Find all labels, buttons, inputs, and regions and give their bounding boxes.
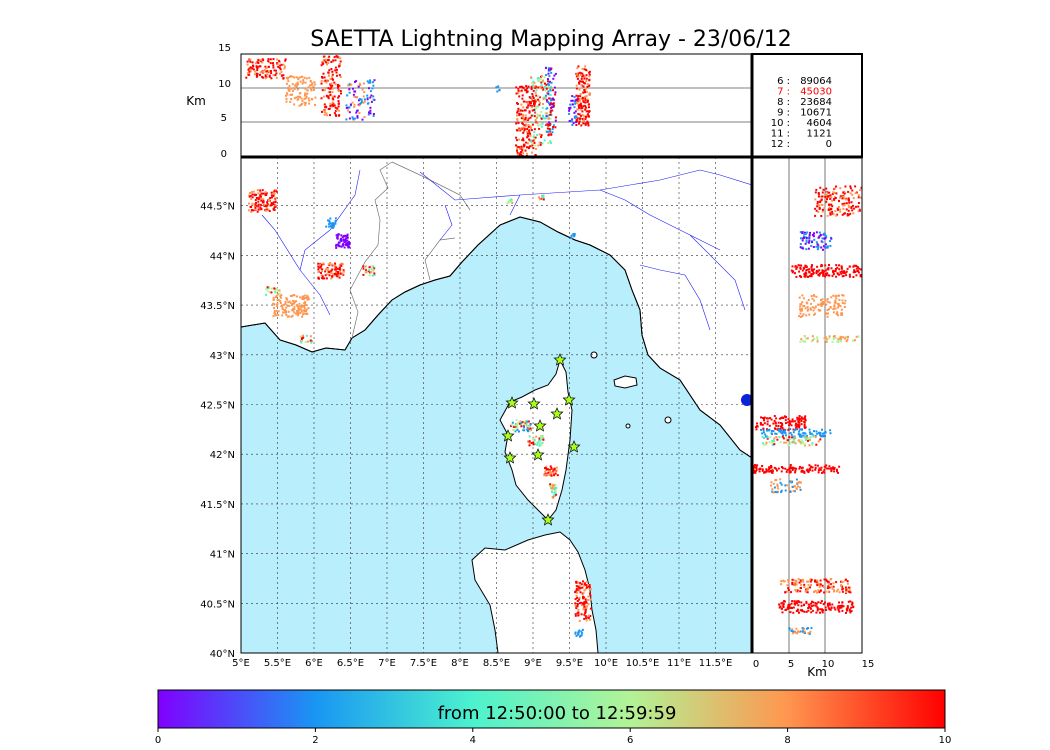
corsica-island xyxy=(499,358,573,521)
station-star-icon xyxy=(541,513,555,526)
lon-tick-label: 7°E xyxy=(378,658,396,669)
river xyxy=(261,169,752,331)
top-ylabel: Km xyxy=(186,94,206,108)
station-star-icon xyxy=(531,448,545,461)
count-value: 1121 xyxy=(807,129,832,140)
lat-tick-label: 44°N xyxy=(210,251,235,262)
count-value: 4604 xyxy=(807,118,832,129)
lat-tick-label: 44.5°N xyxy=(200,202,235,213)
colorbar-tick-label: 6 xyxy=(627,735,633,746)
radar-marker xyxy=(741,394,752,406)
panel-frames xyxy=(240,53,863,654)
small-island xyxy=(664,416,672,424)
station-star-icon xyxy=(503,451,517,464)
count-label: 12 : xyxy=(771,139,790,150)
lon-tick-label: 9°E xyxy=(524,658,542,669)
lat-tick-label: 43°N xyxy=(210,351,235,362)
colorbar-time-range: from 12:50:00 to 12:59:59 xyxy=(438,703,677,724)
map-lightning-sources xyxy=(248,189,592,638)
count-value: 23684 xyxy=(800,97,832,108)
right-lightning-sources xyxy=(752,185,862,635)
right-xtick-5: 5 xyxy=(788,659,794,670)
colorbar-tick-label: 8 xyxy=(784,735,790,746)
count-value: 10671 xyxy=(800,108,832,119)
top-ytick-10: 10 xyxy=(218,79,231,90)
sardinia-island xyxy=(471,531,599,653)
count-label: 7 : xyxy=(777,87,790,98)
altitude-longitude-panel xyxy=(241,54,752,157)
lon-tick-label: 10.5°E xyxy=(626,658,660,669)
count-value: 89064 xyxy=(800,76,832,87)
right-xtick-10: 10 xyxy=(822,659,835,670)
count-label: 11 : xyxy=(771,129,790,140)
count-value: 0 xyxy=(826,139,832,150)
colorbar-tick-label: 0 xyxy=(155,735,161,746)
lon-tick-label: 9.5°E xyxy=(556,658,583,669)
top-ytick-5: 5 xyxy=(221,113,227,124)
map-panel xyxy=(241,157,752,653)
top-lightning-sources xyxy=(245,55,591,157)
lon-tick-label: 11.5°E xyxy=(699,658,733,669)
lon-tick-label: 6°E xyxy=(305,658,323,669)
top-ytick-15: 15 xyxy=(218,43,231,54)
right-xtick-0: 0 xyxy=(753,659,759,670)
lat-tick-label: 40.5°N xyxy=(200,599,235,610)
elba-island xyxy=(613,375,638,389)
lon-tick-label: 11°E xyxy=(667,658,691,669)
colorbar-tick-label: 10 xyxy=(939,735,952,746)
colorbar-tick-label: 4 xyxy=(470,735,476,746)
station-star-icon xyxy=(533,419,547,432)
lat-tick-label: 42°N xyxy=(210,450,235,461)
coastline xyxy=(241,216,752,459)
station-star-icon xyxy=(562,393,576,406)
count-value: 45030 xyxy=(800,87,832,98)
lat-tick-label: 43.5°N xyxy=(200,301,235,312)
colorbar: from 12:50:00 to 12:59:59 0 2 4 6 8 10 xyxy=(155,689,952,746)
station-star-icon xyxy=(553,353,567,366)
top-ytick-0: 0 xyxy=(221,149,227,160)
right-xtick-15: 15 xyxy=(862,659,875,670)
station-star-icon xyxy=(505,396,519,409)
lat-tick-label: 40°N xyxy=(210,649,235,660)
lon-tick-label: 8°E xyxy=(451,658,469,669)
station-star-icon xyxy=(527,397,541,410)
lon-tick-label: 5°E xyxy=(232,658,250,669)
count-label: 8 : xyxy=(777,97,790,108)
source-count-box: 6 : 89064 7 : 45030 8 : 23684 9 : 10671 10 : 4604… xyxy=(752,54,862,157)
station-star-icon xyxy=(501,429,515,442)
count-label: 10 : xyxy=(771,118,790,129)
lat-tick-label: 41°N xyxy=(210,550,235,561)
lat-tick-label: 42.5°N xyxy=(200,401,235,412)
small-island xyxy=(625,423,631,429)
count-label: 9 : xyxy=(777,108,790,119)
right-xlabel: Km xyxy=(807,665,827,679)
country-border xyxy=(349,161,471,339)
station-star-icon xyxy=(550,407,564,420)
figure-title: SAETTA Lightning Mapping Array - 23/06/1… xyxy=(310,27,791,52)
lon-tick-label: 7.5°E xyxy=(410,658,437,669)
lma-stations xyxy=(501,353,581,526)
lat-tick-label: 41.5°N xyxy=(200,500,235,511)
colorbar-tick-label: 2 xyxy=(312,735,318,746)
latitude-altitude-panel xyxy=(752,157,862,653)
lon-tick-label: 8.5°E xyxy=(483,658,510,669)
station-star-icon xyxy=(567,440,581,453)
lon-tick-label: 6.5°E xyxy=(337,658,364,669)
lon-tick-label: 5.5°E xyxy=(264,658,291,669)
count-label: 6 : xyxy=(777,76,790,87)
lon-tick-label: 10°E xyxy=(594,658,618,669)
